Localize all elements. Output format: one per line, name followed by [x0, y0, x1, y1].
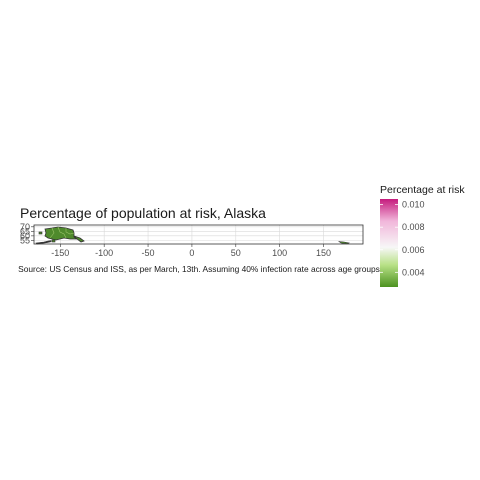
alaska-borough-lines — [49, 226, 75, 239]
legend-tick-label: 0.010 — [402, 200, 425, 210]
x-tick-label: -150 — [51, 248, 69, 258]
x-tick-label: 100 — [272, 248, 287, 258]
x-tick-label: -50 — [142, 248, 155, 258]
western-island-shape — [38, 231, 43, 235]
map-title: Percentage of population at risk, Alaska — [20, 205, 266, 221]
legend-tick-label: 0.008 — [402, 222, 425, 232]
legend-colorbar — [380, 199, 398, 287]
map-panel — [33, 224, 364, 245]
panel-border — [33, 224, 364, 245]
y-tick-label: 70 — [20, 222, 30, 232]
y-tick-label: 55 — [20, 236, 30, 246]
legend-title: Percentage at risk — [380, 184, 465, 196]
gridlines — [34, 225, 363, 244]
x-tick-label: 150 — [316, 248, 331, 258]
alaska-panhandle-shape — [73, 235, 85, 243]
x-tick-label: 0 — [189, 248, 194, 258]
legend-tick-label: 0.004 — [402, 267, 425, 277]
legend: Percentage at risk 0.010 0.008 0.006 0.004 — [380, 184, 465, 287]
panel-background — [34, 225, 363, 244]
map-caption: Source: US Census and ISS, as per March,… — [18, 264, 380, 274]
kodiak-island-shape — [51, 239, 56, 243]
legend-ticks: 0.010 0.008 0.006 0.004 — [380, 200, 425, 277]
x-axis: -150 -100 -50 0 50 100 150 — [51, 244, 331, 258]
legend-tick-label: 0.006 — [402, 245, 425, 255]
x-tick-label: 50 — [231, 248, 241, 258]
aleutian-islands-east-shape — [337, 241, 351, 245]
y-tick-label: 60 — [20, 231, 30, 241]
x-tick-label: -100 — [95, 248, 113, 258]
y-tick-label: 65 — [20, 227, 30, 237]
